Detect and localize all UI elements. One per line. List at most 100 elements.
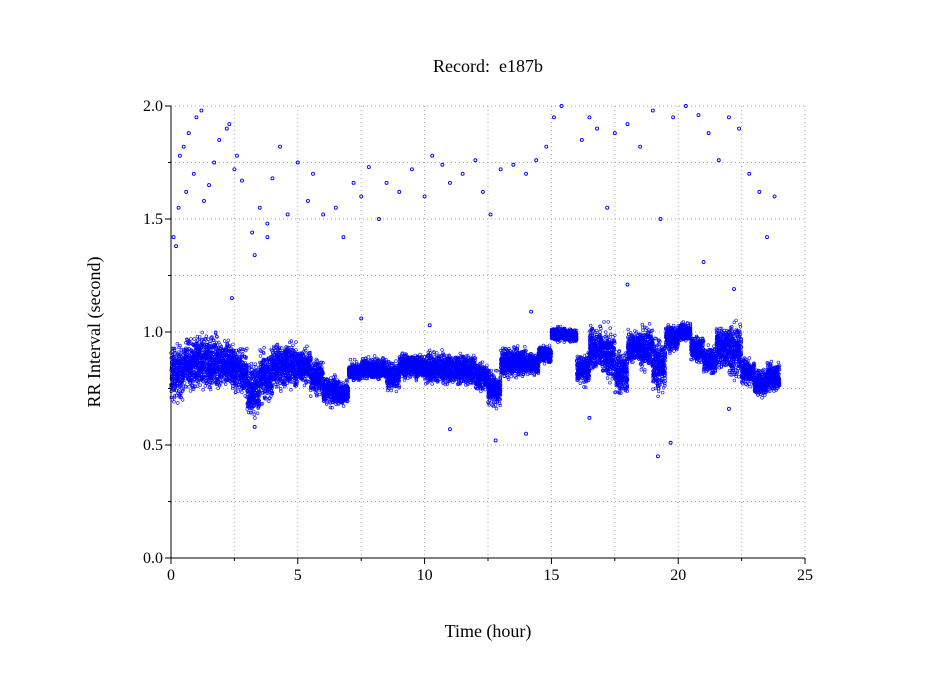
rr-point xyxy=(231,359,235,363)
rr-point xyxy=(210,355,214,359)
rr-point xyxy=(182,351,187,355)
rr-point xyxy=(208,341,212,345)
rr-point xyxy=(186,365,191,370)
rr-point xyxy=(220,356,224,361)
rr-point xyxy=(254,365,258,369)
rr-point xyxy=(186,339,191,343)
rr-point xyxy=(224,375,229,380)
rr-point xyxy=(229,348,233,353)
rr-point xyxy=(212,344,217,349)
rr-point xyxy=(206,337,211,341)
rr-point xyxy=(237,349,242,354)
rr-point xyxy=(253,362,258,366)
rr-point xyxy=(187,342,191,346)
rr-point xyxy=(177,361,181,365)
rr-point xyxy=(366,355,371,359)
rr-point xyxy=(242,386,246,390)
rr-point xyxy=(180,387,184,391)
rr-point xyxy=(194,372,199,376)
rr-point xyxy=(208,339,212,344)
rr-point xyxy=(249,410,253,415)
rr-point xyxy=(177,392,182,396)
rr-point xyxy=(305,344,309,348)
rr-point xyxy=(216,357,221,361)
rr-point xyxy=(200,359,204,363)
rr-point xyxy=(216,386,220,390)
rr-point xyxy=(208,345,212,350)
rr-point xyxy=(267,399,271,404)
rr-point xyxy=(214,334,219,338)
rr-point xyxy=(230,386,235,390)
rr-point xyxy=(227,344,232,348)
rr-point xyxy=(181,376,185,380)
rr-point xyxy=(233,373,237,377)
rr-point xyxy=(236,355,241,359)
rr-point xyxy=(215,350,220,355)
rr-point xyxy=(176,401,180,405)
rr-point xyxy=(348,357,353,362)
rr-point xyxy=(195,361,200,365)
rr-point xyxy=(185,376,190,380)
rr-point xyxy=(211,358,215,362)
rr-point xyxy=(195,375,199,379)
rr-point xyxy=(207,356,212,360)
rr-point xyxy=(195,373,199,377)
rr-point xyxy=(197,343,201,348)
rr-point xyxy=(224,372,228,376)
rr-point xyxy=(210,368,214,372)
rr-point xyxy=(224,360,228,365)
rr-point xyxy=(253,416,257,420)
rr-point xyxy=(217,370,222,374)
rr-point xyxy=(208,358,212,362)
rr-point xyxy=(234,368,238,372)
rr-point xyxy=(179,395,183,399)
rr-point xyxy=(176,386,180,390)
rr-point xyxy=(181,378,185,382)
rr-point xyxy=(239,375,243,379)
rr-point xyxy=(183,362,188,366)
rr-point xyxy=(220,353,224,357)
rr-point xyxy=(172,388,177,393)
rr-point xyxy=(229,347,233,351)
rr-point xyxy=(192,337,196,341)
rr-point xyxy=(238,354,242,359)
rr-point xyxy=(240,355,244,359)
rr-point xyxy=(352,357,357,362)
rr-point xyxy=(195,384,200,388)
rr-point xyxy=(173,359,177,364)
rr-point xyxy=(226,338,231,342)
rr-point xyxy=(177,354,181,359)
rr-point xyxy=(248,380,252,384)
rr-point xyxy=(233,352,237,356)
rr-point xyxy=(210,381,214,385)
rr-point xyxy=(215,335,219,339)
rr-point xyxy=(252,409,256,414)
rr-point xyxy=(214,367,219,371)
rr-point xyxy=(329,376,333,380)
rr-point xyxy=(237,382,241,386)
rr-point xyxy=(197,352,202,356)
rr-point xyxy=(200,330,204,335)
rr-point xyxy=(215,377,219,381)
rr-point xyxy=(302,383,307,388)
rr-point xyxy=(240,386,244,391)
rr-point xyxy=(172,394,177,398)
rr-point xyxy=(209,345,214,349)
rr-point xyxy=(220,361,225,366)
rr-point xyxy=(183,348,187,352)
rr-point xyxy=(230,369,234,373)
rr-point xyxy=(187,371,191,375)
rr-point xyxy=(190,357,194,361)
rr-point xyxy=(169,374,174,378)
rr-point xyxy=(191,357,196,361)
rr-point xyxy=(209,336,213,340)
rr-point xyxy=(216,352,220,356)
rr-point xyxy=(213,331,218,335)
rr-point xyxy=(208,356,212,361)
rr-point xyxy=(183,365,187,369)
rr-point xyxy=(237,368,242,372)
rr-point xyxy=(216,347,220,352)
rr-point xyxy=(179,363,183,367)
rr-point xyxy=(203,384,208,388)
rr-point xyxy=(210,350,215,355)
